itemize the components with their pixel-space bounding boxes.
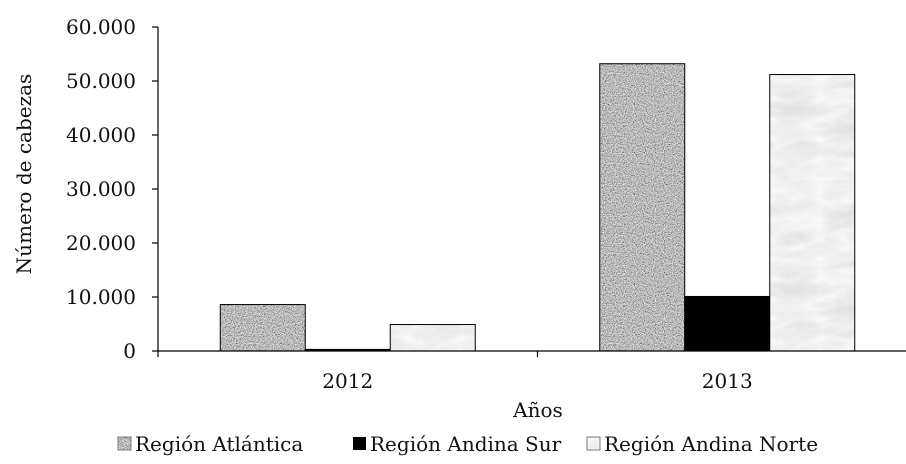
y-tick-label: 50.000 bbox=[66, 69, 136, 93]
legend-swatch bbox=[586, 436, 601, 451]
x-axis-title: Años bbox=[512, 398, 563, 422]
y-axis-title: Número de cabezas bbox=[12, 74, 36, 275]
bar-regi-n-atl-ntica-2013 bbox=[599, 63, 686, 352]
legend: Región Atlántica Región Andina Sur Región … bbox=[117, 432, 818, 456]
y-tick-label: 10.000 bbox=[66, 285, 136, 309]
legend-item: Región Andina Sur bbox=[353, 432, 562, 456]
x-tick-label: 2013 bbox=[702, 369, 753, 393]
legend-item: Región Andina Norte bbox=[586, 432, 818, 456]
x-tick-label: 2012 bbox=[322, 369, 373, 393]
y-tick-label: 60.000 bbox=[66, 15, 136, 39]
bar-regi-n-andina-norte-2013 bbox=[769, 74, 856, 352]
legend-item: Región Atlántica bbox=[117, 432, 303, 456]
axes-layer: 0 10.000 20.000 30.000 40.000 50.000 60.000 201… bbox=[66, 15, 906, 393]
y-tick-label: 20.000 bbox=[66, 231, 136, 255]
bar-regi-n-andina-sur-2013 bbox=[684, 295, 771, 352]
legend-label: Región Andina Sur bbox=[370, 432, 562, 456]
legend-label: Región Atlántica bbox=[135, 432, 303, 456]
y-tick-label: 40.000 bbox=[66, 123, 136, 147]
legend-swatch bbox=[117, 436, 132, 451]
legend-label: Región Andina Norte bbox=[604, 432, 818, 456]
y-tick-label: 30.000 bbox=[66, 177, 136, 201]
bar-regi-n-atl-ntica-2012 bbox=[219, 304, 306, 352]
legend-swatch bbox=[353, 437, 366, 450]
bars-layer bbox=[219, 63, 856, 352]
bar-regi-n-andina-norte-2012 bbox=[389, 324, 476, 352]
y-tick-label: 0 bbox=[123, 339, 136, 363]
